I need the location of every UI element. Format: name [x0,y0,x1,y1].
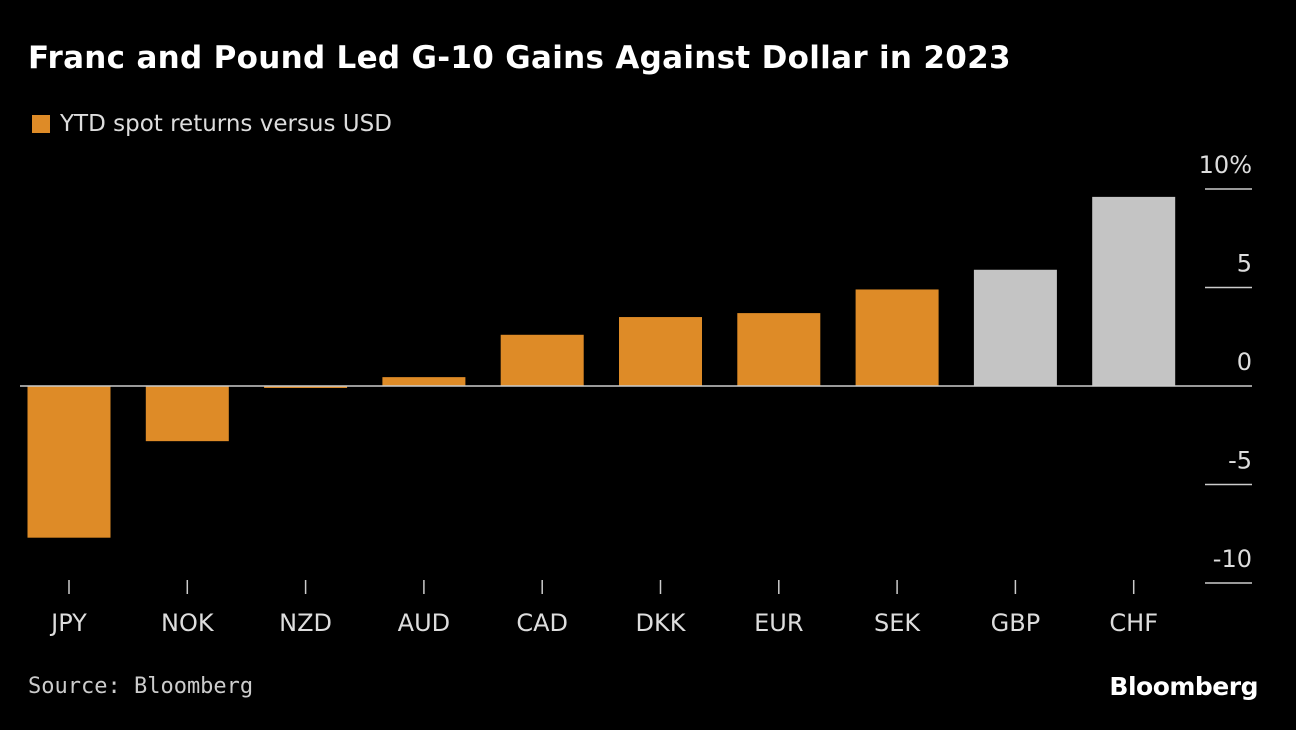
x-tick-label: DKK [636,609,687,637]
bar-nzd [264,386,348,388]
bar-cad [500,334,584,386]
x-tick-label: CHF [1109,609,1158,637]
bar-gbp [973,269,1057,386]
y-tick-label: 10% [1199,151,1252,179]
bar-eur [737,313,821,386]
bar-dkk [619,317,702,386]
x-tick-label: EUR [754,609,803,637]
x-tick-label: NZD [279,609,332,637]
bar-nok [145,386,229,442]
bar-aud [382,377,466,386]
x-tick-label: JPY [49,609,87,637]
bar-chf [1092,196,1176,386]
x-tick-label: SEK [874,609,921,637]
legend-swatch [32,115,50,133]
legend-label: YTD spot returns versus USD [60,111,392,137]
x-tick-label: CAD [516,609,568,637]
y-tick-label: -5 [1228,447,1252,475]
x-tick-label: GBP [991,609,1041,637]
x-tick-label: AUD [398,609,450,637]
y-tick-label: 5 [1237,250,1252,278]
x-tick-label: NOK [161,609,215,637]
chart-title: Franc and Pound Led G-10 Gains Against D… [28,40,1011,76]
bar-jpy [27,386,111,538]
bloomberg-logo: Bloomberg [1109,672,1258,701]
bar-sek [855,289,939,386]
y-tick-label: -10 [1213,545,1252,573]
y-tick-label: 0 [1237,348,1252,376]
source-note: Source: Bloomberg [28,674,254,699]
legend: YTD spot returns versus USD [32,111,392,137]
